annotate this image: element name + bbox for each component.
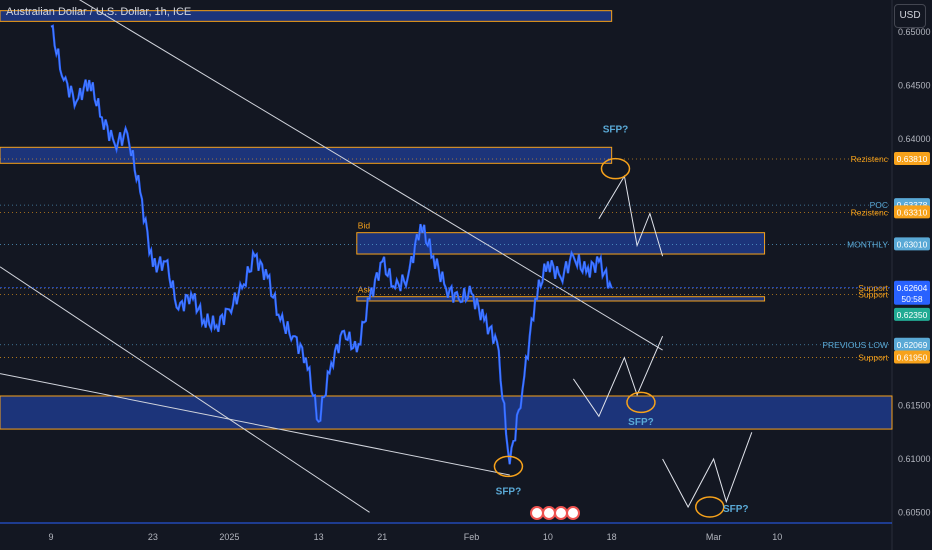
sfp-marker	[626, 391, 656, 414]
x-tick-label: 10	[772, 532, 782, 542]
level-label: DAILY	[864, 0, 888, 2]
price-badge-text: 0.61950	[897, 353, 928, 363]
zone-box	[0, 146, 613, 164]
price-badge-text: 0.62350	[897, 310, 928, 320]
x-tick-label: 18	[607, 532, 617, 542]
price-badge-text: 0.62069	[897, 340, 928, 350]
level-label: MONTHLY	[847, 239, 888, 249]
price-wick	[50, 25, 612, 465]
y-tick-label: 0.65000	[898, 27, 931, 37]
y-tick-label: 0.61000	[898, 454, 931, 464]
sfp-marker	[600, 157, 631, 180]
y-tick-label: 0.64000	[898, 134, 931, 144]
current-price-badge	[894, 280, 930, 305]
x-tick-label: 9	[48, 532, 53, 542]
currency-button[interactable]: USD	[894, 4, 926, 28]
sfp-annotation: SFP?	[723, 504, 749, 515]
current-price-text: 0.62604	[897, 283, 928, 293]
projection-path	[572, 336, 664, 418]
y-tick-label: 0.61500	[898, 401, 931, 411]
x-tick-label: Feb	[464, 532, 480, 542]
price-badge	[894, 237, 930, 251]
price-badge	[894, 307, 930, 321]
symbol-title: Australian Dollar / U.S. Dollar, 1h, ICE	[6, 6, 192, 18]
zone-label: Ask	[358, 285, 373, 295]
level-label: Support	[858, 290, 888, 300]
economic-event-icon[interactable]	[542, 506, 556, 520]
x-tick-label: Mar	[706, 532, 722, 542]
projection-path	[598, 174, 664, 257]
level-label: Rezistenc	[851, 207, 889, 217]
price-badge-text: 0.63378	[897, 200, 928, 210]
trend-line	[0, 373, 510, 476]
level-label: Rezistenc	[851, 154, 889, 164]
trend-line	[79, 0, 663, 351]
sfp-annotation: SFP?	[496, 487, 522, 498]
x-tick-label: 10	[543, 532, 553, 542]
x-tick-label: 21	[377, 532, 387, 542]
countdown-text: 50:58	[901, 294, 923, 304]
level-label: POC	[870, 200, 888, 210]
x-tick-label: 23	[148, 532, 158, 542]
economic-event-icon[interactable]	[566, 506, 580, 520]
sfp-marker	[695, 496, 725, 518]
economic-event-icon[interactable]	[554, 506, 568, 520]
trend-line	[0, 266, 370, 513]
level-label: Support	[858, 353, 888, 363]
zone-label: Bid	[358, 221, 371, 231]
level-label: PREVIOUS LOW	[822, 340, 888, 350]
price-badge	[894, 350, 930, 364]
price-badge-text: 0.63010	[897, 239, 928, 249]
price-badge-text: 0.63310	[897, 207, 928, 217]
x-tick-label: 13	[314, 532, 324, 542]
economic-event-icon[interactable]	[530, 506, 544, 520]
zone-box	[0, 395, 893, 430]
price-badge	[894, 152, 930, 166]
x-tick-label: 2025	[219, 532, 239, 542]
price-scale	[892, 0, 932, 550]
zone-box	[356, 296, 766, 302]
price-badge	[894, 337, 930, 351]
y-tick-label: 0.60500	[898, 507, 931, 517]
y-tick-label: 0.64500	[898, 80, 931, 90]
sfp-annotation: SFP?	[628, 417, 654, 428]
sfp-annotation: SFP?	[603, 125, 629, 136]
level-label: Support	[858, 283, 888, 293]
projection-path	[662, 432, 753, 509]
zone-box	[356, 232, 766, 255]
sfp-marker	[493, 455, 524, 478]
zone-box	[0, 10, 613, 22]
price-badge-text: 0.63810	[897, 154, 928, 164]
price-badge	[894, 205, 930, 219]
